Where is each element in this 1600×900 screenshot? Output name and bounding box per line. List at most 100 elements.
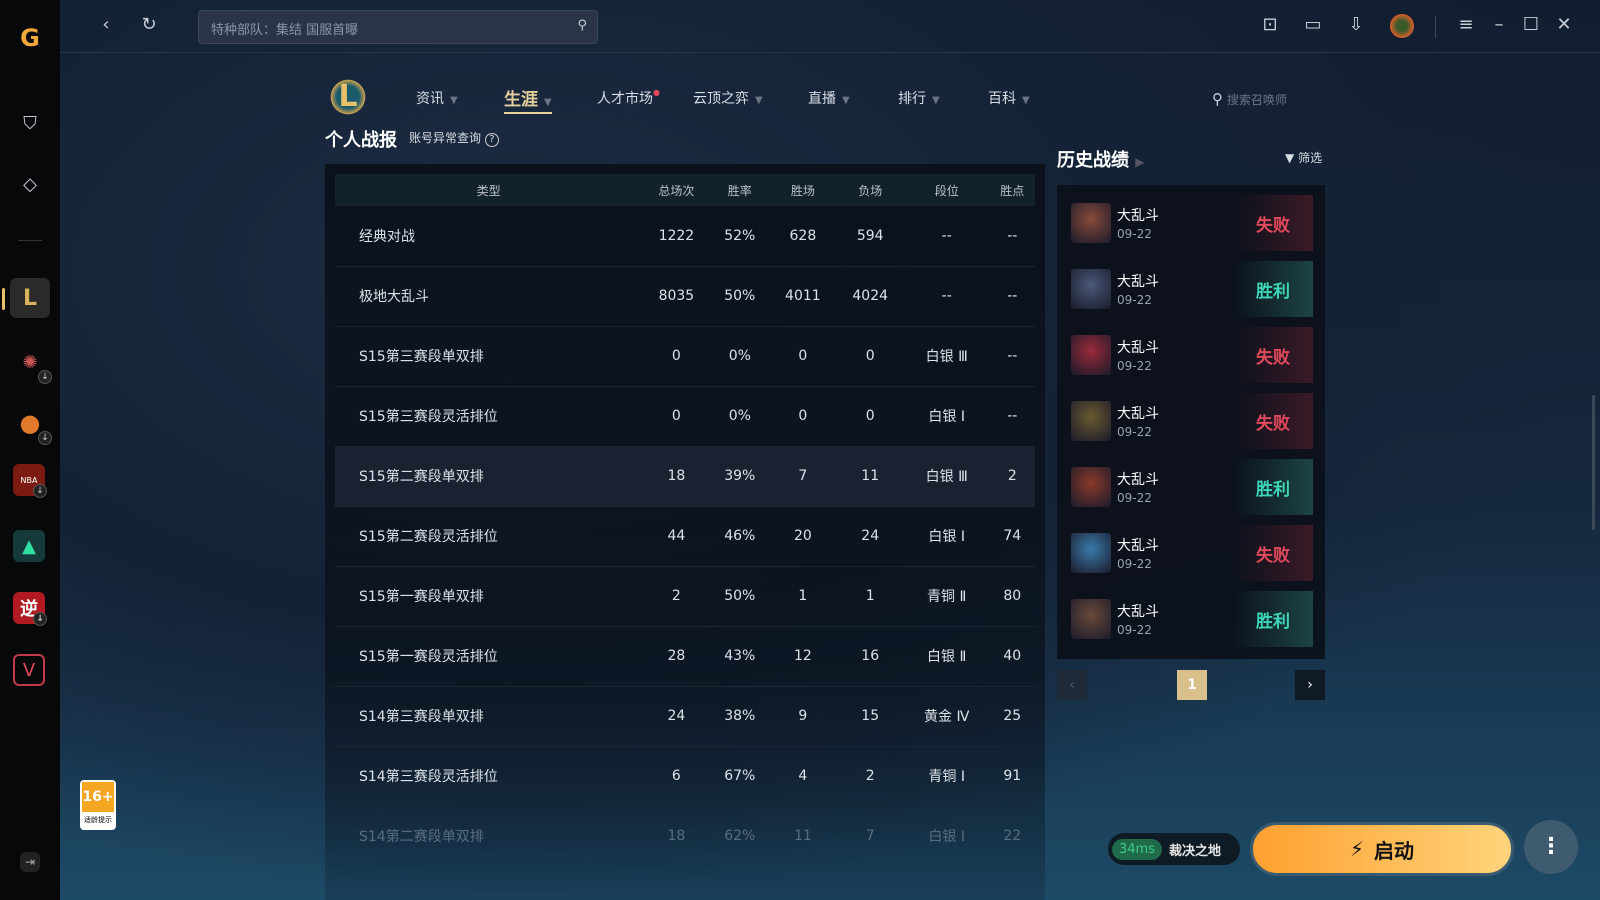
champion-avatar — [1071, 467, 1111, 507]
page-1-button[interactable]: 1 — [1177, 670, 1207, 700]
table-row[interactable]: S15第三赛段单双排 0 0% 0 0 白银 Ⅲ -- — [335, 326, 1035, 387]
prev-page-button[interactable]: ‹ — [1057, 670, 1087, 700]
table-cell: S15第三赛段单双排 — [335, 326, 643, 387]
table-cell: 628 — [769, 206, 837, 267]
history-title-label: 历史战绩 — [1057, 150, 1129, 171]
table-cell: 594 — [836, 206, 904, 267]
table-cell: 1 — [836, 566, 904, 627]
table-row[interactable]: S14第三赛段灵活排位 6 67% 4 2 青铜 Ⅰ 91 — [335, 746, 1035, 807]
more-options-button[interactable]: ⋮ — [1524, 820, 1578, 874]
table-cell: 黄金 Ⅳ — [903, 686, 990, 747]
match-date: 09-22 — [1117, 425, 1152, 439]
close-icon[interactable]: ✕ — [1556, 14, 1572, 35]
help-icon[interactable]: ? — [484, 133, 499, 147]
nav-wiki[interactable]: 百科 ▼ — [988, 88, 1030, 108]
table-cell: 白银 Ⅲ — [903, 446, 990, 507]
table-row[interactable]: 极地大乱斗 8035 50% 4011 4024 -- -- — [335, 266, 1035, 327]
avatar[interactable] — [1390, 14, 1414, 38]
summoner-search-placeholder: 搜索召唤师 — [1226, 93, 1287, 107]
match-result: 失败 — [1233, 525, 1313, 581]
maximize-icon[interactable]: ☐ — [1522, 14, 1540, 35]
sidebar-item-nba2k[interactable]: NBA ↓ — [13, 464, 47, 498]
table-cell: 0 — [769, 326, 837, 387]
table-row[interactable]: S14第三赛段单双排 24 38% 9 15 黄金 Ⅳ 25 — [335, 686, 1035, 747]
caret-down-icon: ▼ — [755, 95, 763, 106]
match-card[interactable]: 大乱斗 09-22 失败 — [1069, 327, 1313, 383]
download-icon: ↓ — [33, 612, 47, 626]
column-header: 胜场 — [769, 174, 837, 206]
table-row[interactable]: S14第二赛段单双排 18 62% 11 7 白银 Ⅰ 22 — [335, 806, 1035, 866]
table-cell: 7 — [769, 446, 837, 507]
refresh-icon[interactable]: ↻ — [141, 14, 157, 35]
sidebar-item-game-ni[interactable]: 逆 ↓ — [13, 592, 47, 626]
table-row[interactable]: S15第三赛段灵活排位 0 0% 0 0 白银 Ⅰ -- — [335, 386, 1035, 447]
table-row[interactable]: S15第一赛段灵活排位 28 43% 12 16 白银 Ⅱ 40 — [335, 626, 1035, 687]
column-header: 胜率 — [710, 174, 770, 206]
search-icon[interactable]: ⚲ — [577, 18, 587, 33]
store-bag-icon[interactable]: ⛉ — [23, 112, 37, 134]
match-card[interactable]: 大乱斗 09-22 失败 — [1069, 525, 1313, 581]
match-card[interactable]: 大乱斗 09-22 胜利 — [1069, 261, 1313, 317]
table-cell: 0% — [710, 326, 770, 387]
chat-icon[interactable]: ▭ — [1304, 14, 1322, 35]
sidebar-item-game-2[interactable]: ✺ ↓ — [10, 342, 52, 384]
sidebar-item-valorant[interactable]: V — [13, 654, 45, 686]
table-cell: S15第三赛段灵活排位 — [335, 386, 643, 447]
menu-icon[interactable]: ≡ — [1458, 14, 1474, 35]
table-cell: -- — [989, 266, 1035, 327]
match-card[interactable]: 大乱斗 09-22 失败 — [1069, 393, 1313, 449]
nav-talent-market[interactable]: 人才市场● — [597, 88, 660, 108]
champion-avatar — [1071, 335, 1111, 375]
table-cell: 0 — [642, 326, 711, 387]
match-date: 09-22 — [1117, 623, 1152, 637]
table-row[interactable]: S15第一赛段单双排 2 50% 1 1 青铜 Ⅱ 80 — [335, 566, 1035, 627]
history-title[interactable]: 历史战绩 ▶ — [1057, 146, 1145, 172]
table-row[interactable]: S15第二赛段灵活排位 44 46% 20 24 白银 Ⅰ 74 — [335, 506, 1035, 567]
download-manager-icon[interactable]: ⇩ — [1348, 14, 1364, 35]
nav-label: 人才市场 — [597, 91, 653, 107]
scrollbar[interactable] — [1592, 395, 1595, 530]
summoner-search[interactable]: ⚲ 搜索召唤师 — [1212, 90, 1287, 108]
age-sub: 适龄提示 — [84, 816, 112, 824]
match-card[interactable]: 大乱斗 09-22 失败 — [1069, 195, 1313, 251]
nav-news[interactable]: 资讯 ▼ — [416, 88, 458, 108]
lightning-icon: ⚡ — [1349, 837, 1365, 861]
expand-sidebar-icon[interactable]: ⇥ — [20, 852, 40, 872]
folder-bot-icon[interactable]: ⊡ — [1262, 14, 1278, 35]
abnormal-query-link[interactable]: 账号异常查询 ? — [409, 129, 499, 147]
nav-live[interactable]: 直播 ▼ — [808, 88, 850, 108]
next-page-button[interactable]: › — [1295, 670, 1325, 700]
match-card[interactable]: 大乱斗 09-22 胜利 — [1069, 459, 1313, 515]
nav-label: 云顶之弈 — [693, 91, 749, 107]
nav-career[interactable]: 生涯 ▼ — [504, 85, 552, 114]
global-search-input[interactable]: 特种部队：集结 国服首曝 ⚲ — [198, 10, 598, 44]
sidebar-item-basketball[interactable]: ● ↓ — [10, 403, 52, 445]
match-card[interactable]: 大乱斗 09-22 胜利 — [1069, 591, 1313, 647]
start-button[interactable]: ⚡ 启动 — [1250, 822, 1514, 876]
back-icon[interactable]: ‹ — [102, 14, 110, 35]
table-cell: 67% — [710, 746, 770, 807]
table-cell: S14第三赛段灵活排位 — [335, 746, 643, 807]
table-cell: 46% — [710, 506, 770, 567]
table-cell: 白银 Ⅱ — [903, 626, 990, 687]
game-tag-icon[interactable]: ◇ — [23, 173, 37, 195]
red-dot-icon: ● — [653, 88, 660, 97]
nav-tft[interactable]: 云顶之弈 ▼ — [693, 88, 763, 108]
minimize-icon[interactable]: – — [1494, 14, 1504, 35]
active-indicator — [2, 288, 5, 310]
nav-ranking[interactable]: 排行 ▼ — [898, 88, 940, 108]
start-label: 启动 — [1374, 838, 1415, 863]
sidebar-item-tft[interactable]: ▲ — [13, 530, 45, 562]
caret-down-icon: ▼ — [1022, 95, 1030, 106]
chevron-right-icon: ▶ — [1135, 155, 1145, 169]
filter-button[interactable]: ▼ 筛选 — [1285, 149, 1322, 166]
table-row[interactable]: 经典对战 1222 52% 628 594 -- -- — [335, 206, 1035, 267]
match-date: 09-22 — [1117, 491, 1152, 505]
table-cell: -- — [989, 206, 1035, 267]
table-cell: 0 — [836, 326, 904, 387]
sidebar-item-lol[interactable]: L — [10, 278, 50, 318]
server-ping-pill[interactable]: 34ms 裁决之地 — [1108, 833, 1240, 865]
table-cell: 16 — [836, 626, 904, 687]
match-result: 失败 — [1233, 393, 1313, 449]
